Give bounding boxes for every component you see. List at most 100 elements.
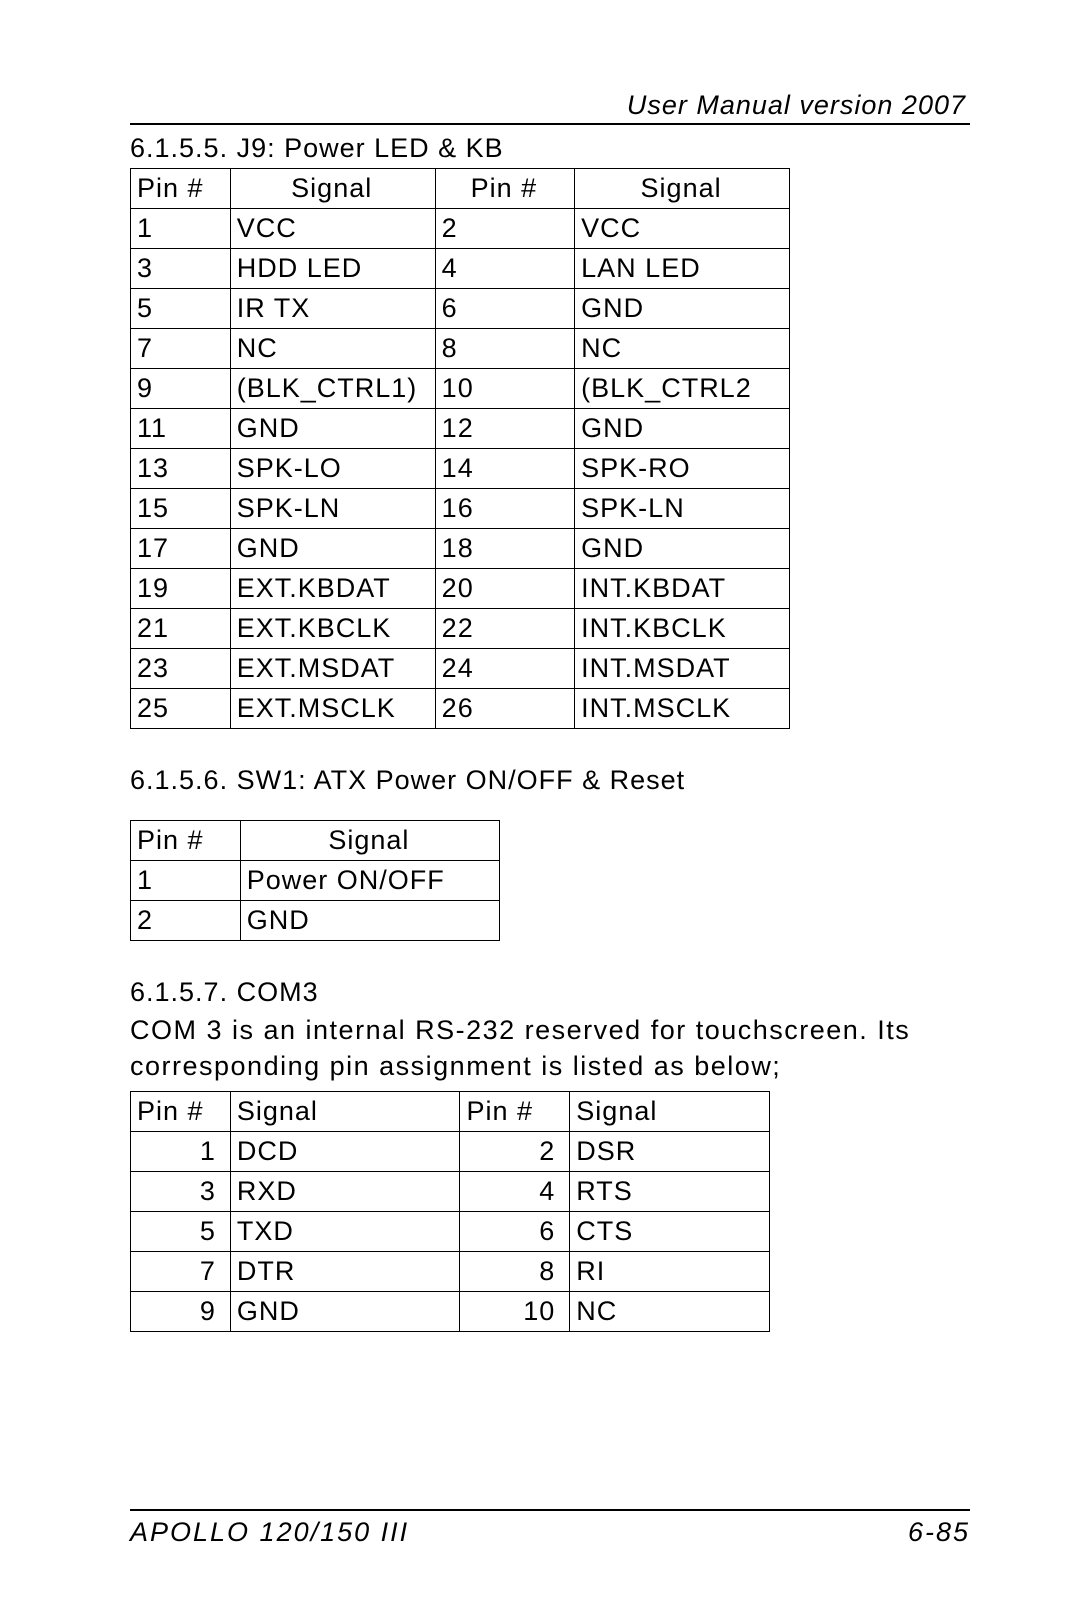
cell-signal-b: INT.MSCLK: [575, 689, 790, 729]
cell-pin-a: 1: [131, 1131, 231, 1171]
cell-signal-b: NC: [570, 1291, 770, 1331]
col-signal-b: Signal: [570, 1091, 770, 1131]
cell-pin-b: 22: [435, 609, 574, 649]
cell-pin-b: 10: [460, 1291, 570, 1331]
col-pin-b: Pin #: [460, 1091, 570, 1131]
table-row: 5IR TX6GND: [131, 289, 790, 329]
cell-signal-a: (BLK_CTRL1): [230, 369, 435, 409]
cell-pin-b: 6: [435, 289, 574, 329]
cell-pin-b: 2: [460, 1131, 570, 1171]
cell-pin-b: 20: [435, 569, 574, 609]
table-row: 2GND: [131, 901, 500, 941]
cell-signal-a: EXT.KBDAT: [230, 569, 435, 609]
cell-pin-b: 2: [435, 209, 574, 249]
table-row: 3HDD LED4LAN LED: [131, 249, 790, 289]
cell-pin-b: 8: [435, 329, 574, 369]
cell-pin: 2: [131, 901, 241, 941]
table-row: 25EXT.MSCLK26INT.MSCLK: [131, 689, 790, 729]
table-row: 21EXT.KBCLK22INT.KBCLK: [131, 609, 790, 649]
cell-signal: GND: [240, 901, 499, 941]
col-signal-a: Signal: [230, 169, 435, 209]
page-header: User Manual version 2007: [130, 90, 970, 125]
cell-pin-b: 8: [460, 1251, 570, 1291]
cell-signal-b: RI: [570, 1251, 770, 1291]
col-signal-b: Signal: [575, 169, 790, 209]
cell-pin-a: 17: [131, 529, 231, 569]
cell-signal-b: INT.KBDAT: [575, 569, 790, 609]
cell-signal-a: VCC: [230, 209, 435, 249]
cell-pin-b: 26: [435, 689, 574, 729]
cell-pin-b: 16: [435, 489, 574, 529]
cell-pin-b: 6: [460, 1211, 570, 1251]
cell-signal-a: EXT.KBCLK: [230, 609, 435, 649]
cell-pin-b: 14: [435, 449, 574, 489]
cell-signal-a: SPK-LO: [230, 449, 435, 489]
table-row: 9GND10NC: [131, 1291, 770, 1331]
col-signal-a: Signal: [230, 1091, 460, 1131]
cell-signal-a: DTR: [230, 1251, 460, 1291]
cell-signal-b: GND: [575, 529, 790, 569]
cell-signal-b: DSR: [570, 1131, 770, 1171]
col-signal: Signal: [240, 821, 499, 861]
cell-pin-b: 4: [435, 249, 574, 289]
cell-signal-a: GND: [230, 529, 435, 569]
cell-pin-a: 3: [131, 249, 231, 289]
cell-signal: Power ON/OFF: [240, 861, 499, 901]
cell-pin-a: 9: [131, 1291, 231, 1331]
table-row: 1DCD2DSR: [131, 1131, 770, 1171]
cell-signal-b: LAN LED: [575, 249, 790, 289]
cell-pin-a: 5: [131, 1211, 231, 1251]
cell-pin-b: 18: [435, 529, 574, 569]
cell-signal-a: EXT.MSCLK: [230, 689, 435, 729]
cell-signal-a: DCD: [230, 1131, 460, 1171]
page-footer: APOLLO 120/150 III 6-85: [130, 1509, 970, 1548]
cell-signal-b: INT.KBCLK: [575, 609, 790, 649]
table-row: 17GND18GND: [131, 529, 790, 569]
cell-signal-a: NC: [230, 329, 435, 369]
table-body: 1DCD2DSR3RXD4RTS5TXD6CTS7DTR8RI9GND10NC: [131, 1131, 770, 1331]
col-pin-a: Pin #: [131, 169, 231, 209]
col-pin-b: Pin #: [435, 169, 574, 209]
cell-signal-b: GND: [575, 289, 790, 329]
table-row: 1Power ON/OFF: [131, 861, 500, 901]
cell-pin-a: 21: [131, 609, 231, 649]
table-row: 7NC8NC: [131, 329, 790, 369]
table-body: 1VCC2VCC3HDD LED4LAN LED5IR TX6GND7NC8NC…: [131, 209, 790, 729]
cell-signal-a: GND: [230, 409, 435, 449]
cell-pin-a: 25: [131, 689, 231, 729]
cell-signal-b: RTS: [570, 1171, 770, 1211]
cell-pin-a: 19: [131, 569, 231, 609]
cell-pin-a: 11: [131, 409, 231, 449]
cell-signal-b: GND: [575, 409, 790, 449]
cell-signal-a: HDD LED: [230, 249, 435, 289]
table-header-row: Pin # Signal: [131, 821, 500, 861]
cell-pin-a: 9: [131, 369, 231, 409]
cell-signal-a: EXT.MSDAT: [230, 649, 435, 689]
cell-pin-a: 23: [131, 649, 231, 689]
section-heading-sw1: 6.1.5.6. SW1: ATX Power ON/OFF & Reset: [130, 765, 970, 796]
table-sw1: Pin # Signal 1Power ON/OFF2GND: [130, 820, 500, 941]
table-row: 5TXD6CTS: [131, 1211, 770, 1251]
cell-signal-b: SPK-RO: [575, 449, 790, 489]
cell-signal-a: GND: [230, 1291, 460, 1331]
table-row: 3RXD4RTS: [131, 1171, 770, 1211]
footer-model: APOLLO 120/150 III: [130, 1517, 409, 1548]
table-row: 15SPK-LN16SPK-LN: [131, 489, 790, 529]
col-pin-a: Pin #: [131, 1091, 231, 1131]
cell-pin-a: 5: [131, 289, 231, 329]
table-header-row: Pin # Signal Pin # Signal: [131, 169, 790, 209]
table-row: 1VCC2VCC: [131, 209, 790, 249]
cell-signal-a: SPK-LN: [230, 489, 435, 529]
cell-pin-b: 24: [435, 649, 574, 689]
cell-pin-a: 3: [131, 1171, 231, 1211]
section-heading-com3: 6.1.5.7. COM3: [130, 977, 970, 1008]
table-row: 19EXT.KBDAT20INT.KBDAT: [131, 569, 790, 609]
cell-pin-a: 13: [131, 449, 231, 489]
cell-pin-a: 7: [131, 329, 231, 369]
page: User Manual version 2007 6.1.5.5. J9: Po…: [0, 0, 1080, 1618]
cell-pin-a: 15: [131, 489, 231, 529]
cell-pin-a: 7: [131, 1251, 231, 1291]
table-row: 23EXT.MSDAT24INT.MSDAT: [131, 649, 790, 689]
cell-signal-a: RXD: [230, 1171, 460, 1211]
table-row: 13SPK-LO14SPK-RO: [131, 449, 790, 489]
